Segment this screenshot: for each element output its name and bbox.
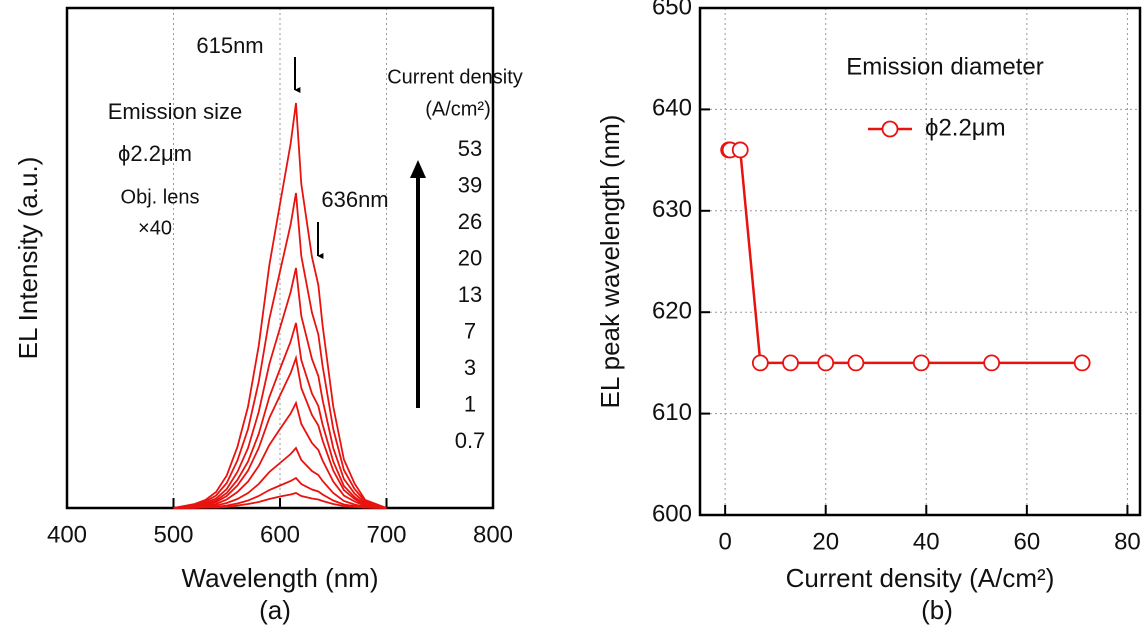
series-line xyxy=(173,102,387,509)
series-line xyxy=(173,322,387,509)
legend-label: 20 xyxy=(458,245,482,270)
series-line xyxy=(173,446,387,509)
y-tick-label: 600 xyxy=(652,500,692,527)
legend-label: 13 xyxy=(458,282,482,307)
marker xyxy=(817,354,835,372)
plot-frame xyxy=(698,6,1142,517)
y-tick-label: 650 xyxy=(652,0,692,20)
y-axis-label: EL Intensity (a.u.) xyxy=(13,157,43,360)
legend-label: 0.7 xyxy=(455,428,486,453)
series-line xyxy=(173,267,387,509)
y-tick-label: 610 xyxy=(652,399,692,426)
marker xyxy=(731,141,749,159)
legend-label: 26 xyxy=(458,209,482,234)
legend-label: 53 xyxy=(458,136,482,161)
legend-label: 7 xyxy=(464,318,476,343)
x-tick-label: 400 xyxy=(47,521,87,548)
legend-label: 1 xyxy=(464,391,476,416)
x-axis-label: Wavelength (nm) xyxy=(182,563,379,593)
caption: (b) xyxy=(921,595,953,625)
legend-marker xyxy=(881,120,899,138)
legend-label: 3 xyxy=(464,355,476,380)
x-tick-label: 80 xyxy=(1114,528,1141,555)
annotation: 636nm xyxy=(321,187,388,212)
marker xyxy=(847,354,865,372)
series-line xyxy=(173,492,387,509)
legend-title: (A/cm²) xyxy=(425,98,491,120)
x-tick-label: 500 xyxy=(153,521,193,548)
marker xyxy=(751,354,769,372)
series-line xyxy=(173,192,387,509)
marker xyxy=(1073,354,1091,372)
series-line xyxy=(173,354,387,509)
annotation: Obj. lens xyxy=(121,186,200,208)
x-tick-label: 60 xyxy=(1014,528,1041,555)
legend-title: Emission diameter xyxy=(846,53,1043,80)
caption: (a) xyxy=(259,595,291,625)
y-tick-label: 620 xyxy=(652,298,692,325)
marker xyxy=(983,354,1001,372)
annotation: ϕ2.2μm xyxy=(118,141,192,166)
x-tick-label: 20 xyxy=(812,528,839,555)
x-tick-label: 600 xyxy=(260,521,300,548)
annotation: ×40 xyxy=(138,217,172,239)
plot-frame xyxy=(65,6,495,510)
x-tick-label: 0 xyxy=(718,528,731,555)
y-axis-label: EL peak wavelength (nm) xyxy=(595,115,625,409)
annotation: Emission size xyxy=(108,99,242,124)
annotation: 615nm xyxy=(196,33,263,58)
arrow-head xyxy=(410,160,426,178)
marker xyxy=(912,354,930,372)
x-tick-label: 40 xyxy=(913,528,940,555)
legend-label: 39 xyxy=(458,172,482,197)
series-line xyxy=(173,400,387,509)
series-line xyxy=(728,148,1083,365)
x-axis-label: Current density (A/cm²) xyxy=(786,563,1055,593)
legend-label: ϕ2.2μm xyxy=(925,114,1006,141)
legend-title: Current density xyxy=(387,66,523,88)
x-tick-label: 800 xyxy=(473,521,513,548)
x-tick-label: 700 xyxy=(366,521,406,548)
y-tick-label: 640 xyxy=(652,95,692,122)
y-tick-label: 630 xyxy=(652,196,692,223)
marker xyxy=(782,354,799,372)
